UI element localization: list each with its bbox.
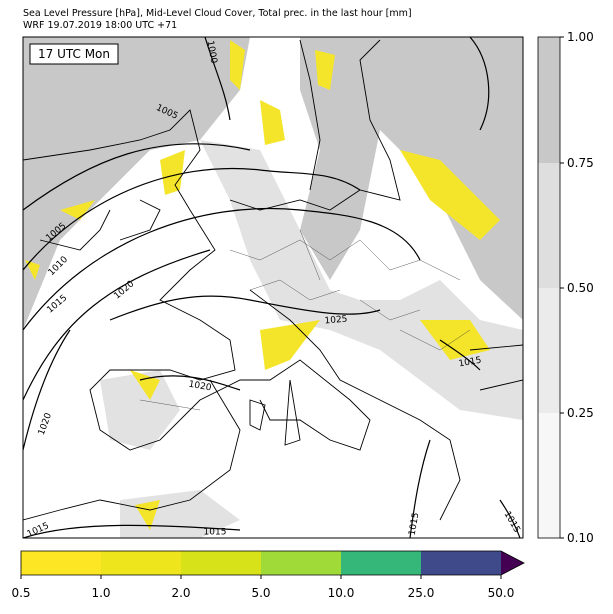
precip-colorbar-frame (20, 550, 525, 576)
cloud-tick-label: 0.10 (567, 531, 594, 545)
cloud-area (200, 140, 523, 420)
cloud-area (23, 37, 250, 330)
precip-tick-label: 25.0 (408, 586, 435, 600)
cloud-tick-label: 1.00 (567, 30, 594, 44)
precip-extend-arrow (501, 551, 524, 575)
border (139, 229, 471, 411)
isobar-label: 1000 (205, 40, 219, 65)
isobar (23, 37, 521, 538)
map (23, 37, 523, 538)
cloud-band (538, 288, 560, 413)
isobar-label: 1015 (204, 528, 227, 538)
isobar-label: 1015 (458, 356, 482, 370)
precip-band (101, 551, 181, 575)
title: Sea Level Pressure [hPa], Mid-Level Clou… (23, 8, 412, 19)
precip-band (21, 551, 101, 575)
precip-tick-label: 1.0 (91, 586, 110, 600)
map-frame (22, 36, 524, 539)
precip-band (261, 551, 341, 575)
cloud-area (100, 370, 240, 538)
cloud-band (538, 413, 560, 538)
isobar-label: 1020 (188, 380, 213, 394)
cloud-band (538, 163, 560, 288)
precip-tick-label: 5.0 (251, 586, 270, 600)
precip-band (181, 551, 261, 575)
cloud-tick-label: 0.75 (567, 156, 594, 170)
cloud-tick-label: 0.25 (567, 406, 594, 420)
cloud-colorbar-ticks: 1.00 0.75 0.50 0.25 0.10 (560, 30, 594, 545)
precip-tick-label: 2.0 (171, 586, 190, 600)
isobar-label: 1025 (324, 315, 348, 327)
cloud-band (538, 37, 560, 163)
precip-colorbar-ticks: 0.5 1.0 2.0 5.0 10.0 25.0 50.0 (11, 575, 514, 600)
precip-band (341, 551, 421, 575)
precip-band (421, 551, 501, 575)
cloud-tick-label: 0.50 (567, 281, 594, 295)
isobar-label: 1015 (408, 512, 422, 536)
time-label: 17 UTC Mon (38, 47, 110, 61)
time-box (29, 43, 119, 65)
precip-tick-label: 50.0 (488, 586, 515, 600)
precip-tick-label: 0.5 (11, 586, 30, 600)
cloud-area (300, 37, 523, 320)
coastline (23, 39, 523, 521)
coastline (23, 109, 371, 451)
precip-tick-label: 10.0 (328, 586, 355, 600)
subtitle: WRF 19.07.2019 18:00 UTC +71 (23, 20, 177, 31)
